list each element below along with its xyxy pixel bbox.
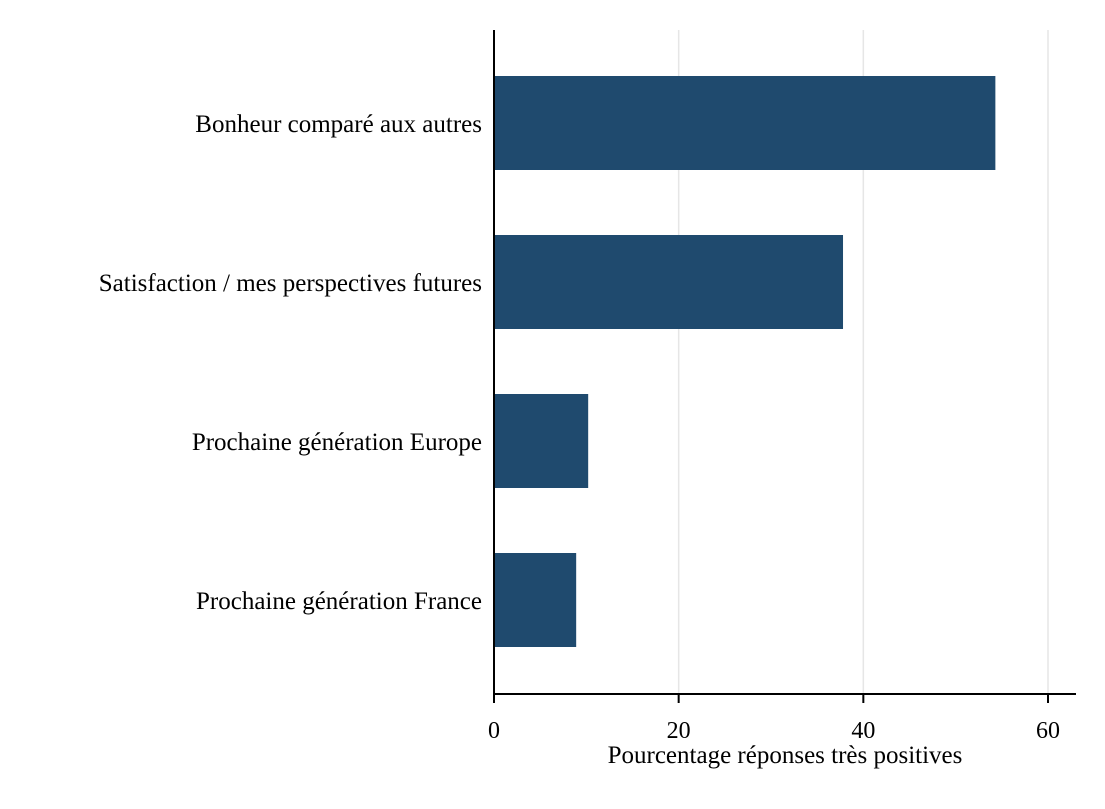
bars	[494, 76, 996, 647]
bar-3	[494, 394, 589, 488]
x-tick-label-20: 20	[667, 718, 691, 744]
category-label-1: Bonheur comparé aux autres	[195, 111, 482, 138]
x-tick-label-0: 0	[488, 718, 500, 744]
x-axis-title: Pourcentage réponses très positives	[608, 742, 963, 769]
x-tick-label-60: 60	[1036, 718, 1060, 744]
category-label-3: Prochaine génération Europe	[192, 429, 482, 456]
bar-2	[494, 235, 844, 329]
x-tick-labels: 0 20 40 60	[488, 718, 1060, 744]
bar-1	[494, 76, 996, 170]
category-label-4: Prochaine génération France	[196, 588, 482, 615]
axes	[493, 30, 1076, 703]
category-labels: Bonheur comparé aux autres Satisfaction /…	[99, 111, 482, 615]
category-label-2: Satisfaction / mes perspectives futures	[99, 270, 482, 297]
x-tick-label-40: 40	[851, 718, 875, 744]
bar-4	[494, 553, 577, 647]
